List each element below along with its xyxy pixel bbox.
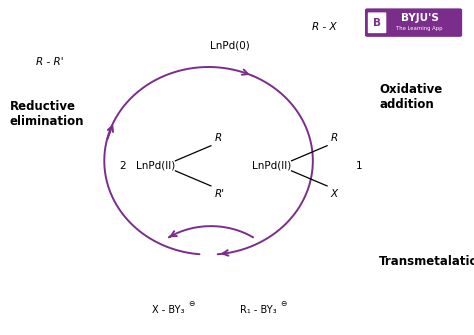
Text: R₁ - BY₃: R₁ - BY₃ bbox=[240, 305, 277, 315]
Text: BYJU'S: BYJU'S bbox=[401, 13, 438, 23]
Text: R: R bbox=[330, 133, 337, 143]
Text: LnPd(II): LnPd(II) bbox=[136, 161, 175, 171]
Text: 1: 1 bbox=[356, 161, 362, 171]
Text: R - R': R - R' bbox=[36, 57, 64, 67]
Text: R - X: R - X bbox=[312, 22, 337, 32]
Text: X - BY₃: X - BY₃ bbox=[152, 305, 184, 315]
FancyBboxPatch shape bbox=[365, 8, 462, 37]
Text: ⊖: ⊖ bbox=[280, 299, 287, 308]
Text: R': R' bbox=[214, 189, 224, 199]
Text: ⊖: ⊖ bbox=[188, 299, 194, 308]
Text: Reductive
elimination: Reductive elimination bbox=[9, 100, 84, 128]
FancyBboxPatch shape bbox=[368, 12, 386, 33]
Text: LnPd(0): LnPd(0) bbox=[210, 40, 250, 50]
Text: The Learning App: The Learning App bbox=[396, 26, 443, 31]
Text: Transmetalation: Transmetalation bbox=[379, 255, 474, 268]
Text: LnPd(II): LnPd(II) bbox=[252, 161, 292, 171]
Text: Oxidative
addition: Oxidative addition bbox=[379, 83, 442, 111]
Text: B: B bbox=[374, 18, 381, 28]
Text: X: X bbox=[330, 189, 337, 199]
Text: R: R bbox=[214, 133, 221, 143]
Text: 2: 2 bbox=[119, 161, 126, 171]
